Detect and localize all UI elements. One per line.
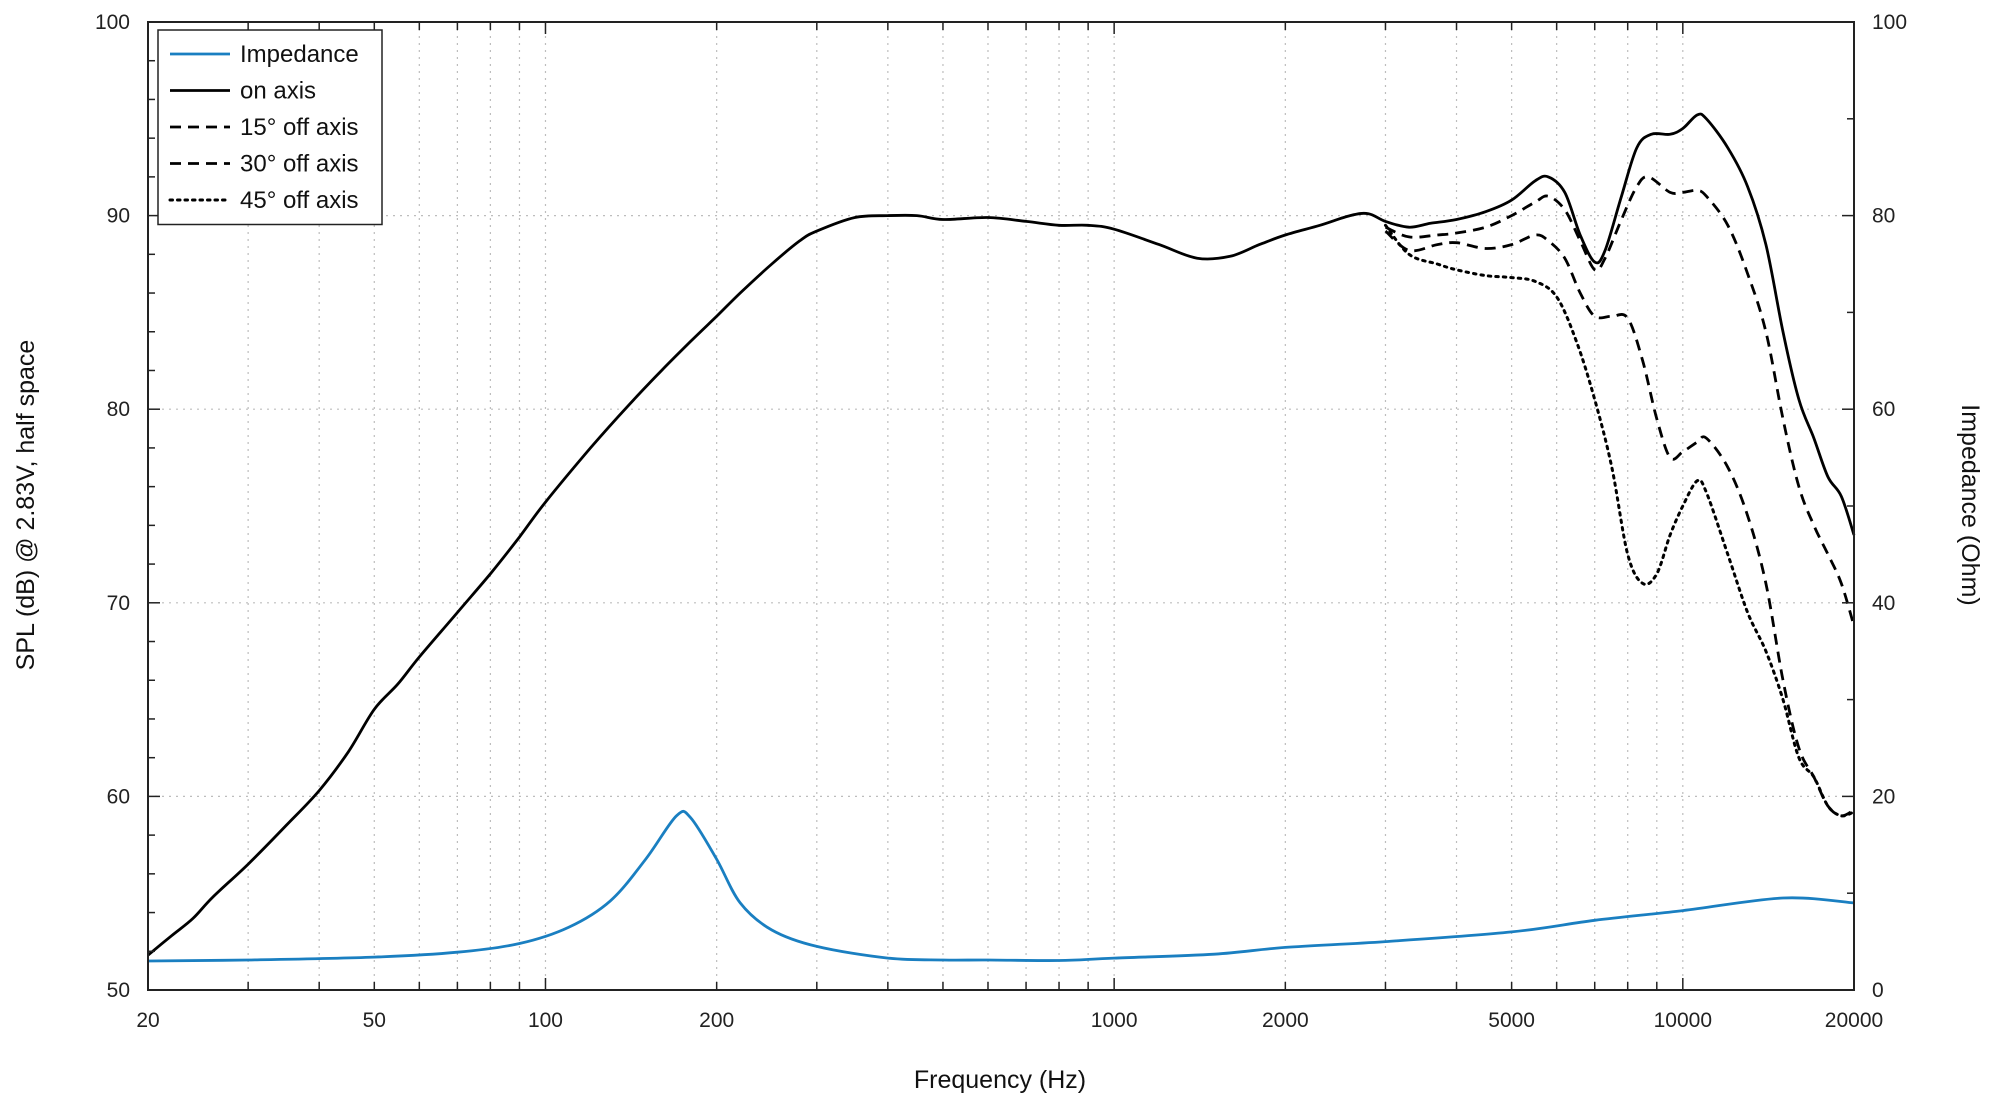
y-tick-label: 80 (107, 398, 130, 421)
x-tick-label: 200 (699, 1009, 734, 1032)
x-tick-label: 2000 (1262, 1009, 1309, 1032)
y-axis-title: SPL (dB) @ 2.83V, half space (12, 340, 40, 671)
legend-label: 15° off axis (240, 114, 359, 141)
y2-tick-label: 0 (1872, 979, 1884, 1002)
legend: Impedance on axis 15° off axis 30° off axis… (157, 29, 383, 226)
x-tick-label: 50 (363, 1009, 386, 1032)
x-tick-label: 20 (136, 1009, 159, 1032)
y-tick-label: 90 (107, 205, 130, 228)
y2-tick-label: 80 (1872, 205, 1895, 228)
y2-tick-label: 100 (1872, 11, 1907, 34)
series-line-on-axis (147, 112, 1856, 957)
plot-area (147, 112, 1856, 963)
y2-tick-label: 40 (1872, 592, 1895, 615)
legend-label: 30° off axis (240, 151, 359, 178)
series-line-15-off-axis (1384, 175, 1856, 627)
x-axis-title: Frequency (Hz) (914, 1066, 1086, 1094)
legend-label: on axis (240, 78, 316, 105)
y-tick-label: 60 (107, 785, 130, 808)
y-tick-label: 50 (107, 979, 130, 1002)
y2-tick-label: 60 (1872, 398, 1895, 421)
y-tick-label: 70 (107, 592, 130, 615)
x-tick-label: 1000 (1091, 1009, 1138, 1032)
legend-label: 45° off axis (240, 187, 359, 214)
series-line-impedance (147, 809, 1855, 963)
y2-axis-title: Impedance (Ohm) (1956, 404, 1984, 605)
x-tick-label: 20000 (1825, 1009, 1883, 1032)
y-tick-label: 100 (95, 11, 130, 34)
x-tick-label: 10000 (1654, 1009, 1712, 1032)
legend-label: Impedance (240, 41, 359, 68)
x-tick-label: 5000 (1488, 1009, 1535, 1032)
axis-ticks: 20 50 100 200 1000 2000 5000 10000 2000050607080… (95, 11, 1907, 1032)
x-tick-label: 100 (528, 1009, 563, 1032)
y2-tick-label: 20 (1872, 785, 1895, 808)
series-line-45-off-axis (1384, 223, 1856, 818)
